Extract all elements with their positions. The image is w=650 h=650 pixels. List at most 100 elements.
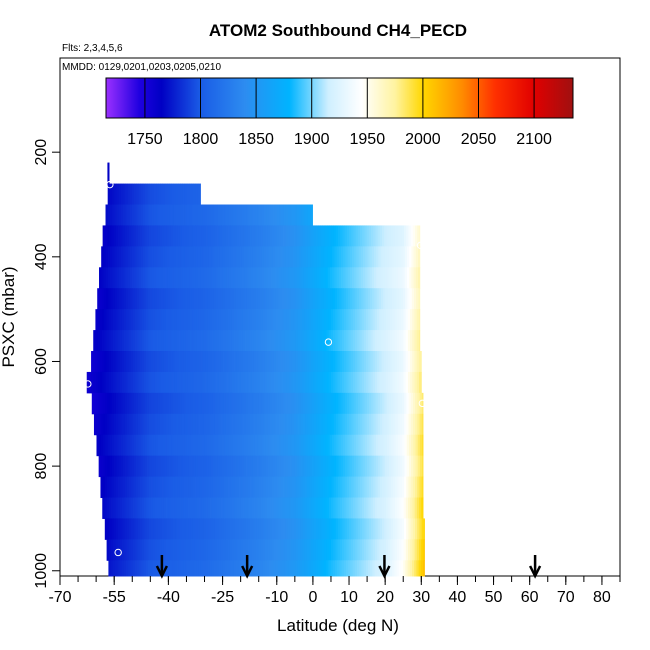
field-cell [364,434,368,457]
field-cell [305,455,309,478]
field-cell [367,288,371,310]
field-cell [256,351,259,373]
field-cell [216,497,220,519]
field-cell [421,392,424,415]
field-cell [314,434,317,457]
field-cell [316,267,320,289]
field-cell [236,560,239,577]
field-cell [417,476,420,499]
field-cell [183,539,187,561]
field-cell [168,413,172,436]
field-cell [349,392,352,415]
field-cell [296,413,299,436]
field-cell [279,434,282,457]
field-cell [225,518,229,540]
field-cell [347,434,350,457]
field-cell [263,204,267,226]
field-cell [200,183,201,206]
field-cell [304,330,308,352]
field-cell [312,455,315,478]
field-cell [247,539,251,561]
field-cell [272,434,276,457]
field-cell [331,455,335,478]
field-cell [144,518,147,540]
field-cell [179,539,182,561]
field-cell [423,518,425,540]
field-cell [221,392,225,415]
field-cell [393,413,396,436]
field-cell [311,392,315,415]
field-cell [381,539,385,561]
field-cell [288,288,292,310]
field-cell [107,518,110,540]
field-cell [247,225,251,247]
field-cell [284,309,288,331]
field-cell [199,413,203,436]
field-cell [377,309,380,331]
field-cell [311,518,315,540]
field-cell [144,392,148,415]
field-cell [384,518,387,540]
field-cell [228,518,231,540]
field-cell [357,392,361,415]
field-cell [416,330,420,352]
field-cell [284,560,288,577]
field-cell [325,434,328,457]
field-cell [387,288,391,310]
field-cell [368,225,372,247]
field-cell [97,330,101,352]
field-cell [159,476,163,499]
field-cell [111,497,114,519]
field-cell [127,183,131,206]
field-cell [421,413,424,436]
field-cell [140,267,144,289]
field-cell [291,225,295,247]
colorbar-tick-label-1750: 1750 [127,131,163,148]
field-cell [301,288,305,310]
field-cell [383,351,387,373]
field-cell [349,413,352,436]
field-cell [300,392,304,415]
field-cell [186,392,189,415]
field-cell [335,560,338,577]
field-cell [156,183,159,206]
field-cell [342,225,346,247]
field-cell [386,497,389,519]
field-cell [126,225,130,247]
field-cell [421,518,425,540]
field-cell [247,476,251,499]
field-cell [192,309,195,331]
field-cell [316,225,319,247]
field-cell [356,455,359,478]
field-cell [305,225,308,247]
field-cell [256,539,259,561]
field-cell [283,392,286,415]
field-cell [294,267,298,289]
field-cell [316,455,320,478]
field-cell [117,351,121,373]
field-cell [100,413,104,436]
field-cell [337,371,341,394]
field-cell [147,267,151,289]
field-cell [354,560,358,577]
field-cell [137,476,141,499]
field-cell [355,225,359,247]
field-cell [340,246,344,268]
field-cell [124,497,127,519]
field-cell [227,497,231,519]
field-cell [151,267,155,289]
field-cell [224,204,227,226]
field-cell [203,539,207,561]
field-cell [148,371,151,394]
field-cell [214,560,217,577]
field-cell [352,351,356,373]
field-cell [115,351,118,373]
field-cell [116,246,120,268]
field-cell [269,351,272,373]
field-cell [320,476,324,499]
field-cell [399,392,403,415]
field-cell [343,560,347,577]
field-cell [165,371,169,394]
field-cell [403,560,406,577]
field-cell [322,351,325,373]
